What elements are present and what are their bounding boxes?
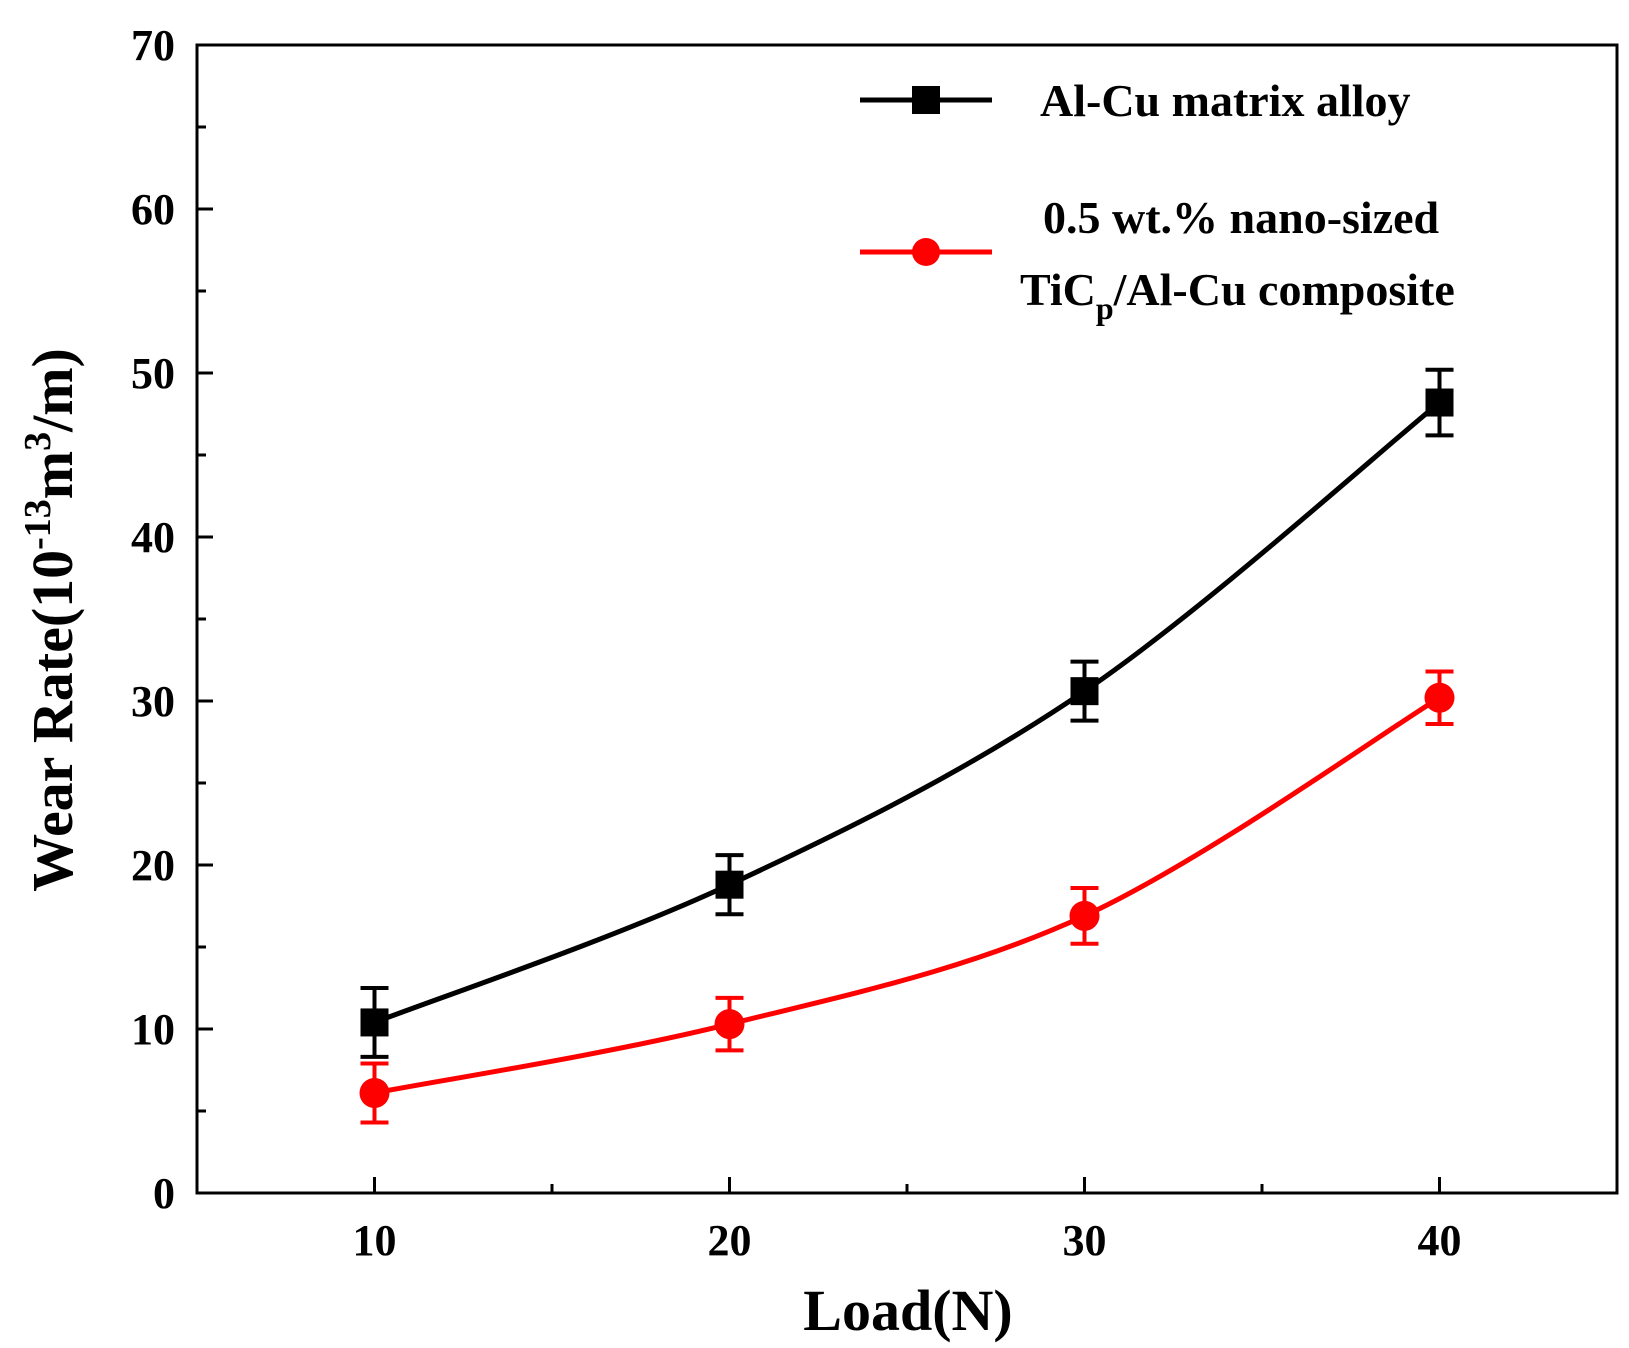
axes-layer: 10 20 30 40 0 10 20 30 40 50 60 70: [131, 21, 1619, 1265]
data-point: [359, 1077, 390, 1108]
data-point: [714, 1009, 745, 1040]
data-point: [1069, 900, 1100, 931]
y-tick-label: 10: [131, 1005, 175, 1054]
x-tick-label: 30: [1063, 1216, 1107, 1265]
y-title-mid: m: [20, 451, 85, 499]
legend: Al-Cu matrix alloy 0.5 wt.% nano-sized T…: [860, 75, 1455, 326]
data-point: [360, 1008, 389, 1037]
data-point: [1424, 682, 1455, 713]
series-alloy: [360, 367, 1454, 1059]
y-title-prefix: Wear Rate(10: [20, 550, 85, 892]
data-point: [715, 870, 744, 899]
y-tick-label: 50: [131, 349, 175, 398]
legend-composite-prefix: TiC: [1020, 264, 1096, 315]
series-composite: [359, 669, 1455, 1125]
y-tick-label: 20: [131, 841, 175, 890]
data-point: [1070, 677, 1099, 706]
x-tick-label: 10: [353, 1216, 397, 1265]
legend-marker-composite: [912, 238, 940, 266]
legend-label-alloy: Al-Cu matrix alloy: [1040, 75, 1411, 126]
data-point: [1425, 388, 1454, 417]
y-tick-label: 60: [131, 185, 175, 234]
y-axis-title: Wear Rate(10-13m3/m): [17, 348, 85, 892]
series-layer: [359, 367, 1455, 1125]
y-tick-label: 70: [131, 21, 175, 70]
y-tick-label: 30: [131, 677, 175, 726]
y-title-suffix: /m): [20, 348, 85, 433]
x-tick-label: 40: [1418, 1216, 1462, 1265]
legend-composite-suffix: /Al-Cu composite: [1113, 264, 1455, 315]
series-line: [373, 400, 1442, 1025]
y-title-exp1: -13: [17, 499, 59, 550]
legend-marker-alloy: [912, 86, 940, 114]
y-title-exp2: 3: [17, 432, 59, 451]
legend-composite-subscript: p: [1096, 290, 1114, 326]
x-axis-title: Load(N): [803, 1278, 1012, 1343]
y-tick-label: 40: [131, 513, 175, 562]
legend-label-composite-line2: TiCp/Al-Cu composite: [1020, 264, 1455, 326]
x-tick-label: 20: [708, 1216, 752, 1265]
legend-label-composite-line1: 0.5 wt.% nano-sized: [1043, 192, 1440, 243]
series-line: [374, 695, 1441, 1096]
y-tick-label: 0: [153, 1169, 175, 1218]
